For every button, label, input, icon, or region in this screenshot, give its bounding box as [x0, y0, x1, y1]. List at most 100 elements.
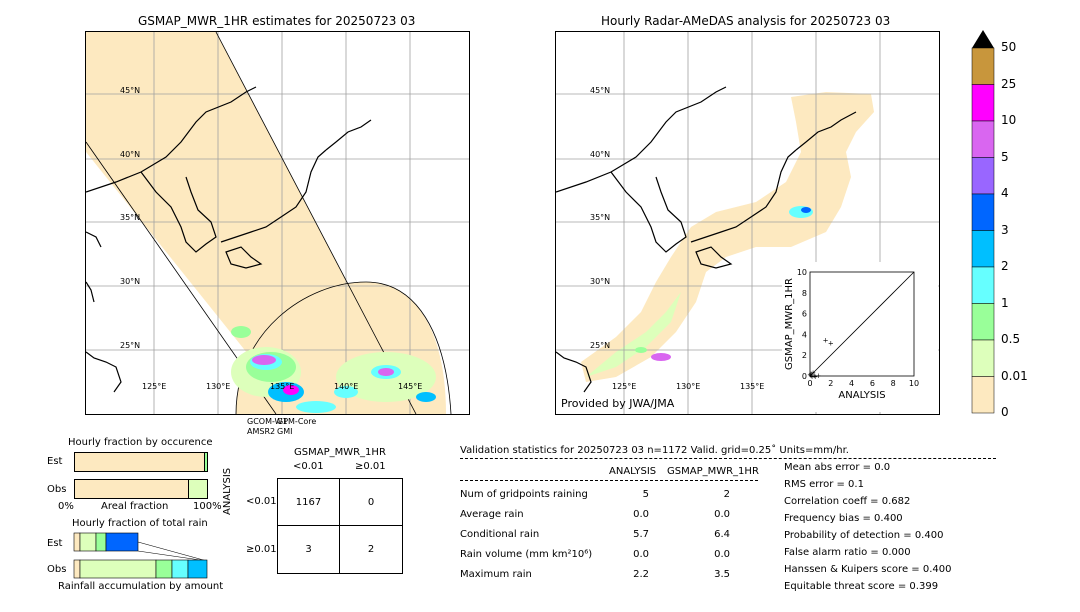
right-map-canvas — [556, 32, 939, 414]
lat-label: 30°N — [590, 277, 611, 286]
x-tick-label: 2 — [828, 379, 833, 388]
colorbar-swatch — [971, 230, 995, 268]
scatter-point: + — [815, 372, 821, 380]
colorbar-tick-label: 50 — [1001, 40, 1017, 54]
scatter-point: + — [828, 340, 834, 348]
colorbar-tick-label: 25 — [1001, 76, 1017, 91]
sensor-label: GPM-Core — [277, 417, 317, 426]
colorbar-tick-label: 3 — [1001, 222, 1009, 237]
score-line: RMS error = 0.1 — [784, 479, 864, 490]
score-line: Frequency bias = 0.400 — [784, 513, 903, 524]
score-line: Equitable threat score = 0.399 — [784, 581, 939, 592]
colorbar — [971, 30, 995, 414]
lat-label: 35°N — [590, 213, 611, 222]
colorbar-tick-label: 5 — [1001, 149, 1009, 164]
occurrence-xlabel: Areal fraction — [101, 501, 169, 512]
col-gsmap: GSMAP_MWR_1HR — [667, 466, 759, 477]
lat-label: 25°N — [120, 341, 141, 350]
scatter-point: + — [810, 369, 816, 377]
lat-label: 45°N — [120, 86, 141, 95]
sensor-label: AMSR2 — [247, 427, 276, 436]
stat-label: Average rain — [460, 509, 524, 520]
lat-label: 35°N — [120, 213, 141, 222]
colorbar-swatch — [971, 376, 995, 414]
x-tick-label: 4 — [849, 379, 854, 388]
sensor-label: GMI — [277, 427, 293, 436]
colorbar-tick-label: 0.5 — [1001, 332, 1021, 346]
colorbar-swatch — [971, 303, 995, 341]
xtick-0: 0% — [58, 501, 74, 512]
colorbar-tick-label: 4 — [1001, 186, 1009, 200]
colorbar-swatch — [971, 47, 995, 85]
xtick-100: 100% — [193, 501, 222, 512]
colorbar-tick-label: 0.01 — [1001, 368, 1028, 383]
lat-label: 30°N — [120, 277, 141, 286]
stat-gsmap-value: 2 — [723, 489, 730, 500]
y-tick-label: 4 — [802, 330, 807, 339]
y-tick-label: 0 — [802, 372, 807, 381]
lat-label: 40°N — [120, 150, 141, 159]
colorbar-tick-label: 2 — [1001, 259, 1009, 273]
est-label: Est — [47, 456, 63, 467]
stat-analysis-value: 5.7 — [633, 529, 649, 540]
col-analysis: ANALYSIS — [609, 466, 657, 477]
stat-analysis-value: 0.0 — [633, 549, 649, 560]
y-tick-label: 6 — [802, 310, 807, 319]
colorbar-swatch — [971, 84, 995, 122]
colorbar-swatch — [971, 120, 995, 158]
x-tick-label: 6 — [870, 379, 875, 388]
score-line: False alarm ratio = 0.000 — [784, 547, 911, 558]
contingency-table: 1167 0 3 2 — [277, 478, 403, 574]
scatter-point: + — [807, 371, 813, 379]
col-divider — [460, 480, 758, 481]
stat-gsmap-value: 3.5 — [714, 569, 730, 580]
validation-header: Validation statistics for 20250723 03 n=… — [460, 445, 849, 456]
obs-occurrence-bar — [74, 479, 208, 499]
contingency-title: GSMAP_MWR_1HR — [294, 447, 386, 458]
stat-gsmap-value: 0.0 — [714, 549, 730, 560]
stat-label: Conditional rain — [460, 529, 540, 540]
col-header: <0.01 — [293, 461, 324, 472]
colorbar-extend-arrow — [972, 30, 994, 48]
stat-label: Rain volume (mm km²10⁶) — [460, 549, 593, 560]
x-tick-label: 10 — [909, 379, 919, 388]
cell-fp: 0 — [367, 497, 375, 508]
colorbar-tick-label: 1 — [1001, 295, 1009, 310]
lat-label: 45°N — [590, 86, 611, 95]
scatter-ylabel: GSMAP_MWR_1HR — [784, 278, 795, 370]
stat-gsmap-value: 0.0 — [714, 509, 730, 520]
scatter-point: + — [809, 373, 815, 381]
header-divider — [460, 458, 996, 459]
score-line: Probability of detection = 0.400 — [784, 530, 944, 541]
obs-label: Obs — [47, 564, 67, 575]
stat-analysis-value: 2.2 — [633, 569, 649, 580]
colorbar-swatch — [971, 157, 995, 195]
scatter-point: + — [811, 372, 817, 380]
stat-analysis-value: 5 — [642, 489, 649, 500]
sensor-label: GCOM-W1 — [247, 417, 288, 426]
lon-label: 135°E — [270, 382, 295, 391]
scatter-point: + — [808, 372, 814, 380]
stat-analysis-value: 0.0 — [633, 509, 649, 520]
total-rain-xlabel: Rainfall accumulation by amount — [58, 581, 224, 592]
obs-label: Obs — [47, 484, 67, 495]
colorbar-swatch — [971, 193, 995, 231]
score-line: Correlation coeff = 0.682 — [784, 496, 911, 507]
left-map-canvas — [86, 32, 469, 414]
lon-label: 125°E — [612, 382, 637, 391]
lon-label: 125°E — [142, 382, 167, 391]
row-header: <0.01 — [246, 496, 277, 507]
scatter-xlabel: ANALYSIS — [838, 390, 885, 401]
score-line: Hanssen & Kuipers score = 0.400 — [784, 564, 952, 575]
lon-label: 130°E — [206, 382, 231, 391]
stat-label: Maximum rain — [460, 569, 532, 580]
y-tick-label: 8 — [802, 289, 807, 298]
cell-fn: 3 — [305, 544, 312, 555]
scatter-point: + — [812, 373, 818, 381]
credit-label: Provided by JWA/JMA — [561, 397, 675, 410]
stat-gsmap-value: 6.4 — [714, 529, 730, 540]
scatter-inset: 0 2 4 6 8 10 0 2 4 6 8 10 + + + + + + + + + + ANALYSIS GSMAP_MW… — [782, 262, 938, 412]
lon-label: 130°E — [676, 382, 701, 391]
colorbar-tick-label: 10 — [1001, 113, 1017, 127]
cell-tp: 2 — [367, 544, 375, 555]
